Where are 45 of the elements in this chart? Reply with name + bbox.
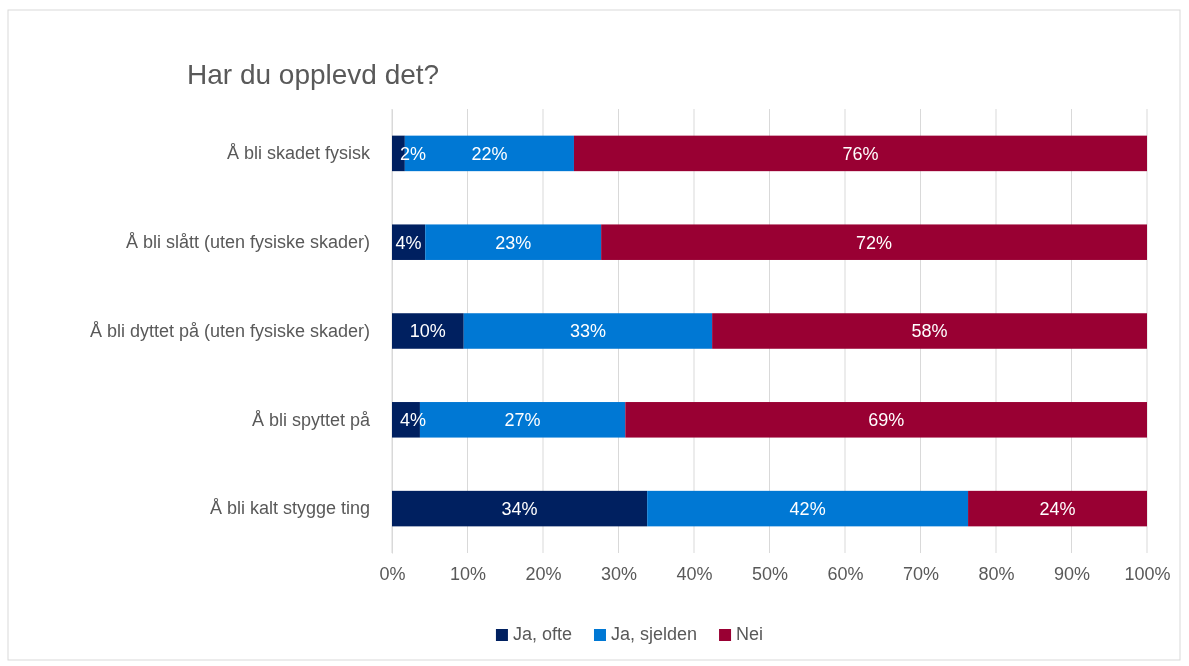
data-label: 42% bbox=[789, 498, 826, 519]
bar bbox=[392, 490, 648, 527]
y-tick-label: Å bli spyttet på bbox=[251, 409, 371, 430]
y-tick-label: Å bli dyttet på (uten fysiske skader) bbox=[89, 320, 370, 341]
x-tick-label: 60% bbox=[827, 563, 864, 584]
data-label: 23% bbox=[495, 232, 532, 253]
data-label: 2% bbox=[400, 143, 427, 164]
legend-label: Ja, ofte bbox=[512, 624, 572, 644]
bar bbox=[392, 313, 464, 349]
y-tick-label: Å bli kalt stygge ting bbox=[209, 498, 370, 519]
data-label: 22% bbox=[471, 143, 508, 164]
bar bbox=[573, 135, 1147, 172]
x-tick-label: 90% bbox=[1053, 563, 1091, 584]
bar bbox=[425, 224, 602, 260]
data-label: 34% bbox=[501, 498, 538, 519]
data-label: 76% bbox=[842, 143, 879, 164]
bar bbox=[647, 490, 969, 527]
bar bbox=[463, 313, 713, 349]
bar bbox=[625, 402, 1147, 438]
x-tick-label: 10% bbox=[449, 563, 487, 584]
x-tick-label: 20% bbox=[525, 563, 562, 584]
data-label: 33% bbox=[569, 321, 606, 342]
x-tick-label: 40% bbox=[676, 563, 713, 584]
bar bbox=[601, 224, 1147, 260]
y-tick-label: Å bli skadet fysisk bbox=[226, 143, 371, 164]
chart-title: Har du opplevd det? bbox=[187, 59, 440, 90]
x-tick-label: 70% bbox=[902, 563, 940, 584]
data-label: 4% bbox=[400, 410, 427, 431]
data-label: 10% bbox=[409, 321, 446, 342]
data-label: 69% bbox=[868, 410, 905, 431]
legend-label: Ja, sjelden bbox=[610, 624, 698, 644]
data-label: 4% bbox=[395, 232, 422, 253]
data-label: 58% bbox=[911, 321, 948, 342]
data-label: 27% bbox=[504, 410, 541, 431]
x-tick-label: 50% bbox=[751, 563, 789, 584]
bar bbox=[968, 490, 1147, 527]
y-tick-label: Å bli slått (uten fysiske skader) bbox=[125, 231, 370, 252]
x-tick-label: 100% bbox=[1124, 563, 1171, 584]
data-label: 24% bbox=[1039, 498, 1076, 519]
x-tick-label: 30% bbox=[600, 563, 638, 584]
x-tick-label: 0% bbox=[379, 563, 406, 584]
bar bbox=[712, 313, 1147, 349]
legend-label: Nei bbox=[736, 624, 764, 644]
x-tick-label: 80% bbox=[978, 563, 1015, 584]
data-label: 72% bbox=[856, 232, 893, 253]
